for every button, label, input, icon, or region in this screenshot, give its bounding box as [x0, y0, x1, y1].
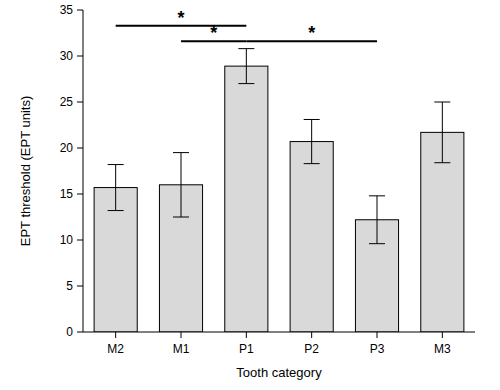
- x-axis-title: Tooth category: [236, 365, 322, 380]
- x-tick-label: P2: [304, 342, 319, 356]
- y-tick-label: 35: [60, 3, 74, 17]
- error-stem: [311, 119, 312, 163]
- x-tick: [377, 332, 378, 338]
- error-bar: [304, 119, 320, 163]
- y-tick-label: 5: [66, 279, 73, 293]
- y-tick-label: 30: [60, 49, 74, 63]
- y-tick-label: 10: [60, 233, 74, 247]
- y-tick: [77, 286, 83, 287]
- error-cap: [304, 119, 320, 120]
- error-stem: [442, 102, 443, 163]
- x-tick: [442, 332, 443, 338]
- y-tick-label: 0: [66, 325, 73, 339]
- error-bar: [369, 196, 385, 244]
- x-tick: [115, 332, 116, 338]
- bar: [225, 66, 268, 332]
- significance-label: *: [210, 23, 217, 43]
- y-tick: [77, 102, 83, 103]
- error-bar: [434, 102, 450, 163]
- error-cap: [173, 217, 189, 218]
- x-tick-label: P1: [239, 342, 254, 356]
- x-tick-label: P3: [370, 342, 385, 356]
- chart-svg: 0 5 10 15 20 25 30 35 M2 M1 P1 P2 P3 M3 Tooth category…: [0, 0, 500, 390]
- error-cap: [369, 195, 385, 196]
- significance-label: *: [177, 8, 184, 28]
- error-stem: [181, 153, 182, 217]
- error-cap: [238, 48, 254, 49]
- error-cap: [434, 102, 450, 103]
- error-cap: [173, 152, 189, 153]
- error-cap: [434, 162, 450, 163]
- y-tick-label: 15: [60, 187, 74, 201]
- y-tick: [77, 332, 83, 333]
- y-tick: [77, 10, 83, 11]
- x-tick-label: M3: [434, 342, 451, 356]
- y-tick: [77, 148, 83, 149]
- y-tick: [77, 56, 83, 57]
- y-axis-line: [83, 10, 84, 332]
- significance-label: *: [308, 23, 315, 43]
- y-tick: [77, 240, 83, 241]
- error-cap: [304, 163, 320, 164]
- y-tick-label: 20: [60, 141, 74, 155]
- bar: [290, 142, 333, 332]
- error-stem: [115, 165, 116, 211]
- x-axis-line: [83, 332, 475, 333]
- y-axis-title: EPT threshold (EPT units): [18, 96, 33, 247]
- chart-container: 0 5 10 15 20 25 30 35 M2 M1 P1 P2 P3 M3 Tooth category…: [0, 0, 500, 390]
- y-tick: [77, 194, 83, 195]
- error-cap: [108, 164, 124, 165]
- error-cap: [369, 243, 385, 244]
- bar: [421, 132, 464, 332]
- x-tick-label: M2: [107, 342, 124, 356]
- y-tick-label: 25: [60, 95, 74, 109]
- x-tick: [181, 332, 182, 338]
- error-cap: [108, 210, 124, 211]
- x-tick: [311, 332, 312, 338]
- error-bar: [108, 165, 124, 211]
- x-tick: [246, 332, 247, 338]
- error-stem: [377, 196, 378, 244]
- error-stem: [246, 49, 247, 84]
- error-cap: [238, 83, 254, 84]
- x-tick-label: M1: [173, 342, 190, 356]
- error-bar: [173, 153, 189, 217]
- error-bar: [238, 49, 254, 84]
- plot-marks: [94, 49, 464, 332]
